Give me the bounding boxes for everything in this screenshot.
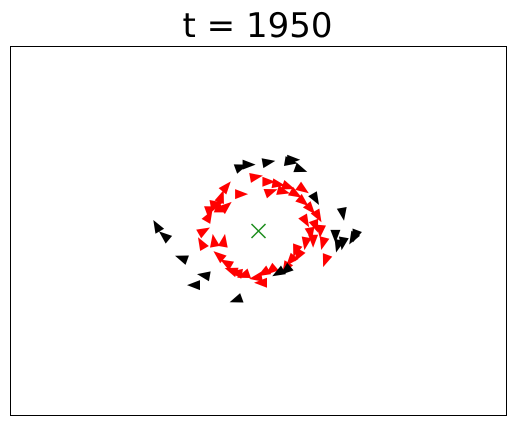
series-0-point-38 bbox=[249, 173, 263, 183]
series-0-point-35 bbox=[280, 179, 295, 190]
marks-layer bbox=[153, 154, 362, 303]
series-0-point-8 bbox=[218, 201, 232, 215]
series-1-point-7 bbox=[336, 207, 347, 221]
series-1-point-18 bbox=[229, 293, 244, 303]
series-0-point-42 bbox=[294, 247, 306, 262]
series-1-point-20 bbox=[334, 238, 345, 253]
series-1-point-14 bbox=[158, 231, 173, 244]
series-0-point-10 bbox=[210, 233, 220, 248]
center-x-marker bbox=[250, 223, 267, 239]
series-0-point-12 bbox=[213, 251, 227, 264]
series-1-point-2 bbox=[261, 158, 276, 169]
chart-title: t = 1950 bbox=[182, 6, 333, 46]
series-0-point-11 bbox=[217, 233, 228, 248]
series-0-point-41 bbox=[295, 181, 309, 194]
series-0-point-7 bbox=[235, 189, 249, 200]
series-0-point-4 bbox=[214, 190, 224, 204]
series-0-point-16 bbox=[237, 268, 251, 278]
series-0-point-22 bbox=[286, 252, 299, 266]
series-0-point-19 bbox=[265, 262, 279, 275]
series-0-point-34 bbox=[288, 186, 302, 198]
series-0-point-37 bbox=[262, 176, 276, 187]
series-1-point-6 bbox=[308, 191, 319, 206]
series-1-point-1 bbox=[242, 159, 256, 170]
series-0-point-13 bbox=[220, 259, 234, 271]
series-1-point-11 bbox=[330, 229, 341, 243]
series-0-point-26 bbox=[304, 226, 315, 241]
series-1-point-16 bbox=[187, 280, 200, 291]
series-0-point-0 bbox=[196, 227, 210, 239]
series-0-point-40 bbox=[276, 185, 291, 195]
series-0-point-24 bbox=[301, 236, 312, 251]
series-1-point-19 bbox=[272, 265, 286, 277]
series-1-point-8 bbox=[338, 236, 349, 251]
series-0-point-27 bbox=[308, 218, 319, 233]
series-0-point-20 bbox=[254, 277, 267, 288]
series-0-point-2 bbox=[204, 206, 218, 216]
series-1-point-13 bbox=[153, 220, 165, 234]
series-0-point-36 bbox=[271, 178, 286, 189]
series-0-point-43 bbox=[322, 253, 333, 268]
series-0-point-28 bbox=[298, 213, 310, 228]
series-0-point-29 bbox=[316, 224, 327, 238]
series-1-point-5 bbox=[287, 154, 301, 165]
series-1-point-15 bbox=[175, 255, 189, 265]
series-0-point-9 bbox=[198, 237, 209, 251]
series-0-point-32 bbox=[302, 201, 316, 215]
series-1-point-4 bbox=[293, 162, 308, 173]
series-0-point-33 bbox=[295, 193, 309, 206]
series-0-point-30 bbox=[319, 236, 330, 251]
series-1-point-17 bbox=[197, 271, 211, 282]
series-0-point-39 bbox=[263, 188, 278, 199]
series-1-point-10 bbox=[349, 230, 361, 245]
series-0-point-5 bbox=[218, 181, 231, 195]
